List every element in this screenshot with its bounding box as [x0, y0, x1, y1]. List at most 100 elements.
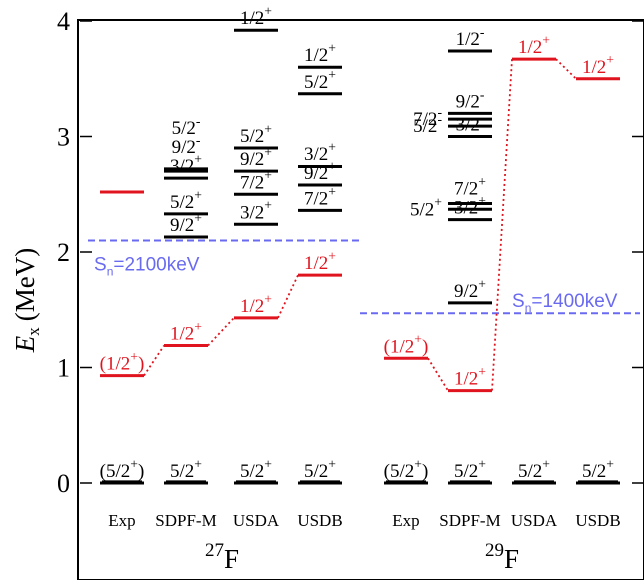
spin-value: 9/2: [240, 149, 264, 170]
level-label: 3/2-: [456, 110, 485, 136]
y-tick-label: 0: [57, 469, 70, 498]
level-label: 9/2+: [304, 158, 336, 184]
parity-sign: +: [542, 456, 550, 471]
column-label: USDA: [511, 511, 558, 530]
parity-sign: +: [194, 210, 202, 225]
level-label: 1/2+: [240, 4, 272, 30]
y-axis-label-sub: x: [24, 327, 43, 336]
parity-sign: +: [264, 4, 272, 19]
red-connector: [555, 58, 577, 80]
parity-sign: +: [328, 456, 336, 471]
highlight-level-label: 1/2+: [582, 52, 614, 78]
spin-value: 5/2: [172, 118, 196, 139]
left-level-label: 5/2-: [413, 112, 442, 138]
parity-sign: +: [328, 41, 336, 56]
spin-value: (1/2: [384, 336, 415, 357]
spin-value: 7/2: [413, 109, 437, 130]
level-label: 5/2+: [170, 456, 202, 482]
column-label: SDPF-M: [155, 511, 216, 530]
spin-value: 9/2: [456, 91, 480, 112]
closing-paren: ): [138, 354, 144, 375]
separation-energy-label: Sn=1400keV: [512, 291, 618, 315]
spin-value: 5/2: [518, 461, 542, 482]
red-connector: [207, 317, 235, 347]
level-label: 3/2+: [454, 193, 486, 219]
y-tick-label: 1: [57, 354, 70, 383]
parity-sign: -: [437, 105, 442, 120]
parity-sign: +: [434, 195, 442, 210]
parity-sign: +: [414, 456, 422, 471]
spin-value: 7/2: [454, 179, 478, 200]
spin-value: 1/2: [456, 29, 480, 50]
spin-value: 1/2: [304, 45, 328, 66]
y-tick-label: 3: [57, 123, 70, 152]
spin-value: 3/2: [454, 198, 478, 219]
level-label: 5/2+: [454, 456, 486, 482]
level-label: 9/2-: [172, 133, 201, 159]
column-label: Exp: [108, 511, 135, 530]
spin-value: 5/2: [410, 199, 434, 220]
parity-sign: +: [264, 168, 272, 183]
parity-sign: +: [130, 349, 138, 364]
level-label: 5/2+: [240, 122, 272, 148]
spin-value: 5/2: [170, 461, 194, 482]
level-labels: (5/2+)(1/2+)5/2+1/2+9/2+5/2+3/2+9/2-5/2-…: [100, 4, 618, 482]
spin-value: 1/2: [454, 369, 478, 390]
nucleus-symbol: F: [504, 544, 519, 574]
spin-value: 5/2: [582, 461, 606, 482]
highlight-level-label: 1/2+: [304, 249, 336, 275]
parity-sign: +: [328, 67, 336, 82]
parity-sign: +: [606, 456, 614, 471]
nucleus-label: 29F: [485, 540, 519, 574]
y-axis-label-unit: (MeV): [10, 248, 40, 321]
plot-frame: [77, 19, 644, 580]
red-connector: [143, 345, 165, 377]
parity-sign: +: [130, 456, 138, 471]
spin-value: 3/2: [240, 202, 264, 223]
level-label: 9/2+: [170, 210, 202, 236]
spin-value: 9/2: [172, 137, 196, 158]
nucleus-mass: 29: [485, 540, 504, 561]
column-labels: Exp SDPF-M USDA USDB Exp SDPF-M USDA USDB: [108, 511, 620, 530]
level-label: 3/2+: [240, 198, 272, 224]
column-label: Exp: [392, 511, 419, 530]
level-label: 7/2+: [304, 184, 336, 210]
parity-sign: -: [196, 133, 201, 148]
closing-paren: ): [422, 336, 428, 357]
parity-sign: +: [478, 174, 486, 189]
spin-value: (5/2: [100, 461, 131, 482]
closing-paren: ): [138, 461, 144, 482]
level-label: 9/2-: [456, 87, 485, 113]
spin-value: 7/2: [304, 188, 328, 209]
nucleus-labels: 27F 29F: [205, 540, 519, 574]
highlight-level-label: 1/2+: [454, 364, 486, 390]
left-level-label: 5/2+: [410, 195, 442, 221]
spin-value: 1/2: [518, 37, 542, 58]
separation-value: =2100keV: [113, 254, 199, 275]
spin-value: 3/2: [170, 156, 194, 177]
level-label: 5/2-: [172, 114, 201, 140]
parity-sign: -: [480, 87, 485, 102]
level-label: (5/2+): [100, 456, 145, 482]
nucleus-label: 27F: [205, 540, 239, 574]
level-label: 3/2+: [304, 139, 336, 165]
level-label: 5/2+: [170, 187, 202, 213]
spin-value: 5/2: [240, 126, 264, 147]
level-label: 5/2+: [582, 456, 614, 482]
spin-value: 3/2: [304, 144, 328, 165]
level-label: 9/2+: [240, 145, 272, 171]
red-connector: [277, 274, 299, 319]
parity-sign: +: [328, 184, 336, 199]
level-label: 9/2+: [454, 276, 486, 302]
level-label: 5/2+: [304, 67, 336, 93]
parity-sign: +: [328, 249, 336, 264]
separation-subscript: n: [525, 301, 532, 315]
level-lines: [100, 28, 620, 485]
parity-sign: -: [480, 24, 485, 39]
parity-sign: +: [542, 33, 550, 48]
spin-value: 5/2: [304, 72, 328, 93]
spin-value: (1/2: [100, 354, 131, 375]
y-tick-label: 2: [57, 238, 70, 267]
